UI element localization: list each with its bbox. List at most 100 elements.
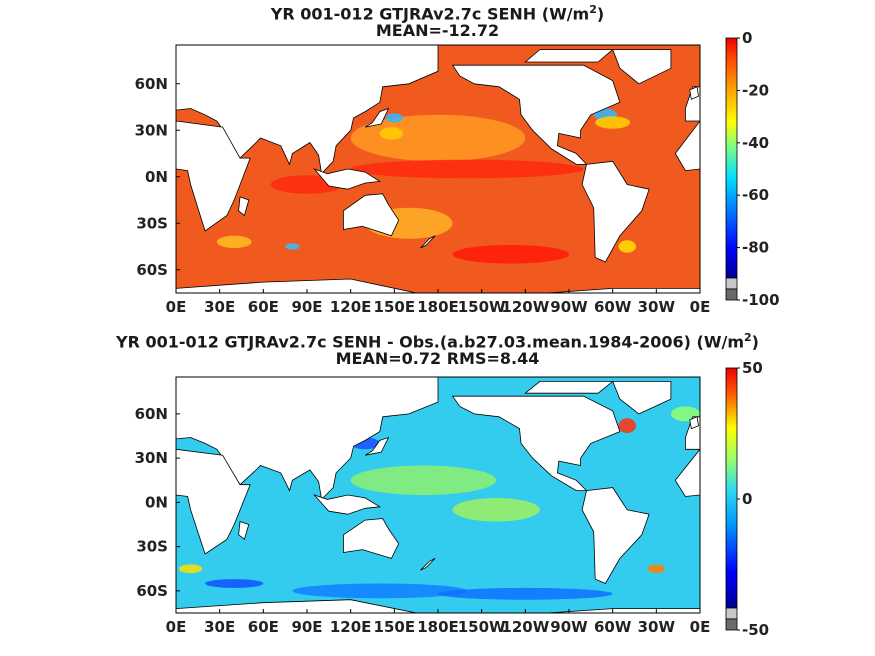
colorbar-tick-label: 50 xyxy=(742,359,763,377)
land-arcticIsl xyxy=(524,49,614,63)
x-tick-label: 120W xyxy=(501,298,549,316)
land-uk xyxy=(689,416,699,430)
x-tick-label: 30E xyxy=(204,618,235,636)
land-japan xyxy=(364,107,390,128)
field-patch xyxy=(350,159,584,179)
field-patch xyxy=(595,116,631,129)
land-madagascar xyxy=(238,520,250,540)
field-patch xyxy=(285,243,300,250)
land-nAmerica xyxy=(451,64,621,165)
x-tick-label: 120E xyxy=(330,618,372,636)
map-frame-bottom xyxy=(175,376,701,614)
y-tick-label: 0N xyxy=(145,493,168,511)
map-panel-bottom xyxy=(176,377,700,613)
x-tick-label: 150W xyxy=(458,618,506,636)
x-tick-label: 90E xyxy=(291,618,322,636)
colorbar-over-bottom xyxy=(725,618,738,631)
field-patch xyxy=(350,465,497,495)
land-africaW xyxy=(674,120,700,172)
land-africa xyxy=(176,448,251,555)
x-tick-label: 180E xyxy=(417,618,459,636)
panel1-title: YR 001-012 GTJRAv2.7c SENH (W/m2) xyxy=(270,3,605,24)
colorbar-tick-label: -80 xyxy=(742,239,769,257)
colorbar-tick-label: -40 xyxy=(742,134,769,152)
x-tick-label: 90W xyxy=(550,618,588,636)
x-tick-label: 60W xyxy=(594,618,632,636)
land-uk xyxy=(689,86,699,100)
map-panel-top xyxy=(176,45,700,293)
map-frame-top xyxy=(175,44,701,294)
colorbar-tick-label: 0 xyxy=(742,29,752,47)
x-tick-label: 90E xyxy=(291,298,322,316)
colorbar-tick-label: -20 xyxy=(742,81,769,99)
y-tick-label: 0N xyxy=(145,168,168,186)
land-nz xyxy=(420,558,436,571)
field-patch xyxy=(216,235,252,249)
x-tick-label: 120E xyxy=(330,298,372,316)
field-patch xyxy=(437,587,613,600)
x-tick-label: 60E xyxy=(248,298,279,316)
field-patch xyxy=(292,583,468,599)
land-eurasia xyxy=(176,377,439,501)
land-arcticIsl xyxy=(524,380,614,394)
x-tick-label: 0E xyxy=(166,298,187,316)
y-tick-label: 30N xyxy=(135,449,168,467)
land-japan xyxy=(364,436,390,456)
field-patch xyxy=(205,579,264,588)
y-tick-label: 30S xyxy=(136,538,168,556)
x-tick-label: 150E xyxy=(374,618,416,636)
panel1-subtitle: MEAN=-12.72 xyxy=(375,21,500,40)
land-africa xyxy=(176,120,251,232)
x-tick-label: 30W xyxy=(638,618,676,636)
x-tick-label: 60E xyxy=(248,618,279,636)
field-patch xyxy=(178,564,203,574)
field-patch xyxy=(618,240,636,253)
colorbar-tick-label: -60 xyxy=(742,186,769,204)
x-tick-label: 180E xyxy=(417,298,459,316)
y-tick-label: 60S xyxy=(136,261,168,279)
land-nz xyxy=(420,235,436,249)
colorbar-tick-label: -100 xyxy=(742,291,780,309)
panel2-title: YR 001-012 GTJRAv2.7c SENH - Obs.(a.b27.… xyxy=(116,331,759,352)
colorbar-over-top xyxy=(725,288,738,301)
field-patch xyxy=(385,113,404,123)
land-greenland xyxy=(612,49,672,85)
land-sAmerica xyxy=(581,487,650,585)
colorbar-tick-label: -50 xyxy=(742,621,769,639)
land-indonesia xyxy=(312,494,382,515)
land-indonesia xyxy=(313,168,381,190)
panel2-subtitle: MEAN=0.72 RMS=8.44 xyxy=(335,349,540,368)
land-eurasia xyxy=(176,45,439,175)
land-africaW xyxy=(674,448,700,497)
land-australia xyxy=(342,193,400,237)
y-tick-label: 60N xyxy=(135,405,168,423)
y-tick-label: 60S xyxy=(136,582,168,600)
y-tick-label: 60N xyxy=(135,75,168,93)
x-tick-label: 0E xyxy=(690,298,711,316)
land-australia xyxy=(342,518,400,559)
land-sAmerica xyxy=(581,160,650,263)
colorbar-top xyxy=(725,37,738,279)
x-tick-label: 30W xyxy=(638,298,676,316)
field-patch xyxy=(350,114,526,162)
field-patch xyxy=(452,244,569,264)
y-tick-label: 30S xyxy=(136,214,168,232)
land-madagascar xyxy=(238,196,250,217)
y-tick-label: 30N xyxy=(135,121,168,139)
land-nAmerica xyxy=(451,395,621,492)
x-tick-label: 150E xyxy=(374,298,416,316)
colorbar-under-bottom xyxy=(725,607,738,620)
field-patch xyxy=(452,497,540,522)
field-patch xyxy=(647,564,666,574)
colorbar-tick-label: 0 xyxy=(742,490,752,508)
x-tick-label: 120W xyxy=(501,618,549,636)
x-tick-label: 60W xyxy=(594,298,632,316)
x-tick-label: 0E xyxy=(166,618,187,636)
land-greenland xyxy=(612,380,672,415)
field-patch xyxy=(379,127,404,140)
colorbar-bottom xyxy=(725,367,738,609)
colorbar-under-top xyxy=(725,277,738,290)
x-tick-label: 90W xyxy=(550,298,588,316)
x-tick-label: 0E xyxy=(690,618,711,636)
